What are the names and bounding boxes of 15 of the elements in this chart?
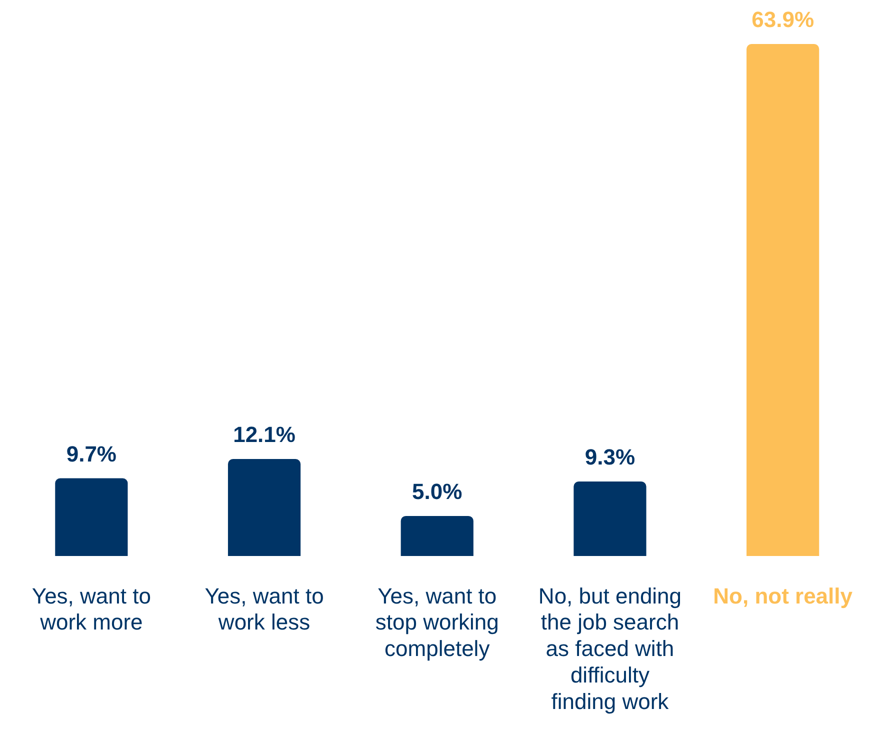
data-label: 63.9% — [752, 7, 814, 32]
data-label: 5.0% — [412, 479, 462, 504]
data-label: 9.7% — [66, 441, 117, 466]
x-tick-label: Yes, want to stop working completely — [375, 583, 499, 662]
bar — [228, 459, 301, 556]
data-label: 12.1% — [233, 422, 296, 448]
bar — [400, 516, 474, 556]
data-label: 9.3% — [584, 444, 636, 470]
x-tick-label: No, but ending the job search as faced with difficulty finding work — [538, 583, 682, 714]
bar — [746, 44, 820, 556]
bar — [574, 481, 646, 556]
x-tick-label: Yes, want to work less — [204, 583, 324, 635]
x-tick-label: Yes, want to work more — [32, 583, 151, 635]
bar — [55, 478, 128, 556]
x-tick-label: No, not really — [713, 583, 854, 608]
